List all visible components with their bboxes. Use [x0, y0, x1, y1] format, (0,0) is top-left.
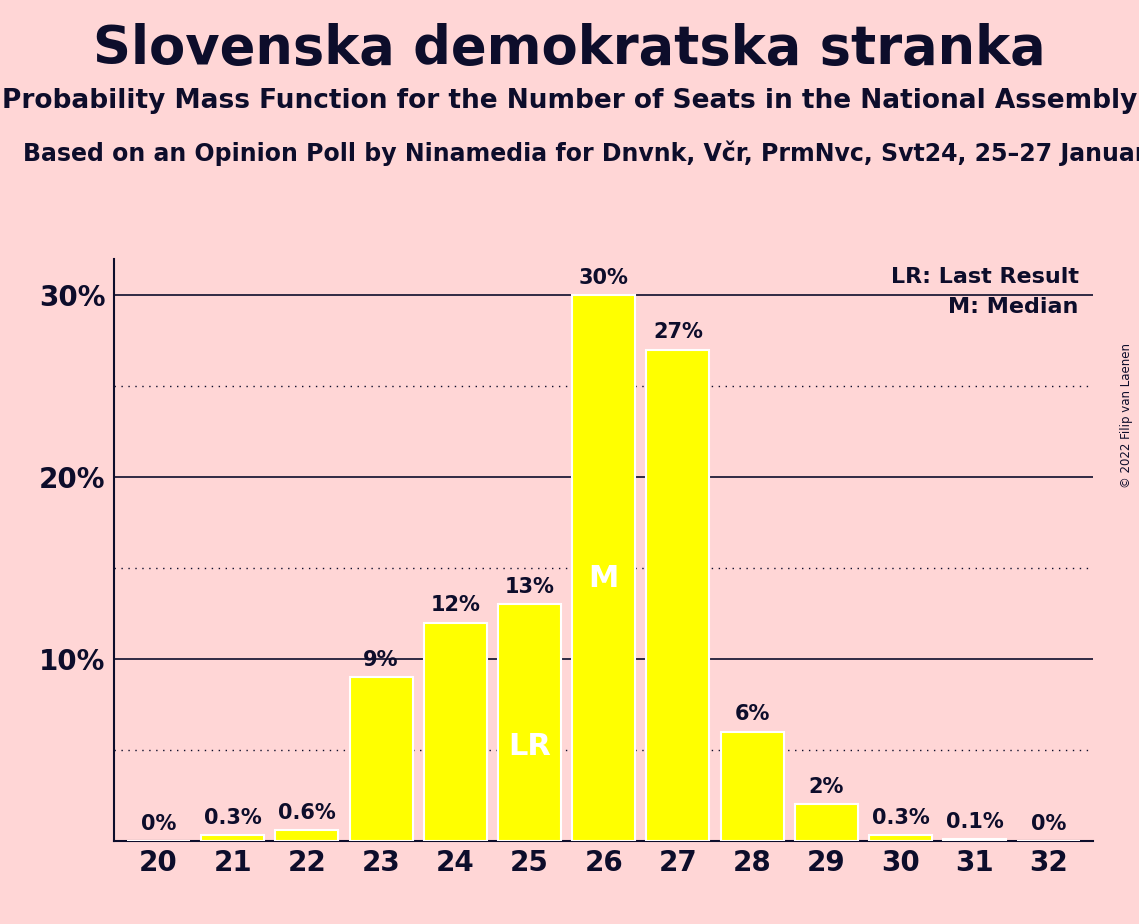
Text: LR: Last Result: LR: Last Result	[891, 267, 1079, 287]
Text: Based on an Opinion Poll by Ninamedia for Dnvnk, Včr, PrmNvc, Svt24, 25–27 Janua: Based on an Opinion Poll by Ninamedia fo…	[23, 140, 1139, 166]
Text: 0.6%: 0.6%	[278, 803, 336, 822]
Bar	[424, 623, 486, 841]
Bar	[795, 805, 858, 841]
Text: 9%: 9%	[363, 650, 399, 670]
Bar	[498, 604, 562, 841]
Text: M: M	[589, 565, 618, 593]
Text: 0%: 0%	[141, 813, 177, 833]
Bar	[646, 349, 710, 841]
Bar	[721, 732, 784, 841]
Text: 30%: 30%	[579, 268, 629, 288]
Text: M: Median: M: Median	[949, 297, 1079, 317]
Text: 12%: 12%	[431, 595, 481, 615]
Text: 0%: 0%	[1031, 813, 1066, 833]
Bar	[869, 835, 932, 841]
Text: 0.3%: 0.3%	[871, 808, 929, 828]
Bar	[943, 839, 1006, 841]
Bar	[276, 830, 338, 841]
Text: 27%: 27%	[653, 322, 703, 343]
Bar	[202, 835, 264, 841]
Text: 13%: 13%	[505, 578, 555, 597]
Bar	[350, 677, 412, 841]
Text: 2%: 2%	[809, 777, 844, 797]
Text: 0.3%: 0.3%	[204, 808, 262, 828]
Text: 0.1%: 0.1%	[945, 812, 1003, 832]
Text: © 2022 Filip van Laenen: © 2022 Filip van Laenen	[1121, 344, 1133, 488]
Text: 6%: 6%	[735, 704, 770, 724]
Bar	[572, 295, 636, 841]
Text: LR: LR	[508, 732, 551, 760]
Text: Slovenska demokratska stranka: Slovenska demokratska stranka	[93, 23, 1046, 75]
Text: Probability Mass Function for the Number of Seats in the National Assembly: Probability Mass Function for the Number…	[2, 88, 1137, 114]
